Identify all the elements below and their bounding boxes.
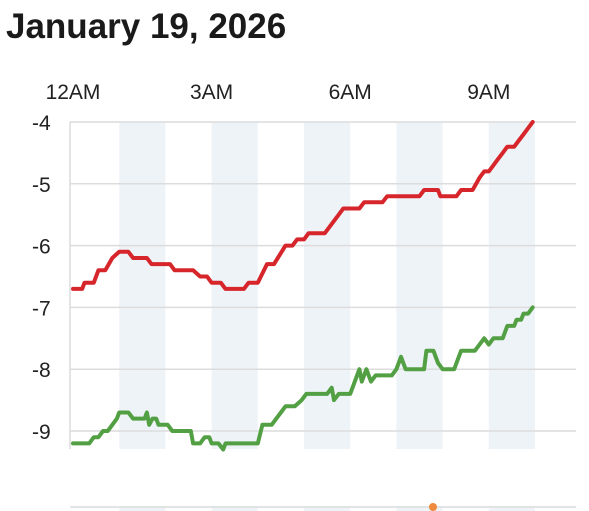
y-tick-label: -4 bbox=[32, 112, 51, 135]
hour-band bbox=[211, 122, 258, 449]
series-line-2 bbox=[71, 305, 535, 452]
y-tick-label: -9 bbox=[32, 421, 51, 444]
series-line-1 bbox=[71, 120, 535, 291]
second-panel-band bbox=[488, 506, 535, 511]
x-tick-label: 3AM bbox=[190, 81, 233, 104]
x-tick-label: 9AM bbox=[467, 81, 510, 104]
hour-band bbox=[396, 122, 443, 449]
y-tick-label: -5 bbox=[32, 174, 51, 197]
second-panel-marker bbox=[429, 503, 437, 511]
x-tick-label: 6AM bbox=[329, 81, 372, 104]
y-tick-label: -8 bbox=[32, 359, 51, 382]
x-tick-label: 12AM bbox=[46, 81, 101, 104]
hour-band bbox=[304, 122, 351, 449]
second-panel-band bbox=[396, 506, 443, 511]
second-panel-band bbox=[304, 506, 351, 511]
y-tick-label: -6 bbox=[32, 236, 51, 259]
y-tick-label: -7 bbox=[32, 297, 51, 320]
page-title: January 19, 2026 bbox=[6, 7, 287, 46]
hour-band bbox=[119, 122, 166, 449]
second-panel-band bbox=[211, 506, 258, 511]
second-panel-band bbox=[119, 506, 166, 511]
hour-band bbox=[488, 122, 535, 449]
